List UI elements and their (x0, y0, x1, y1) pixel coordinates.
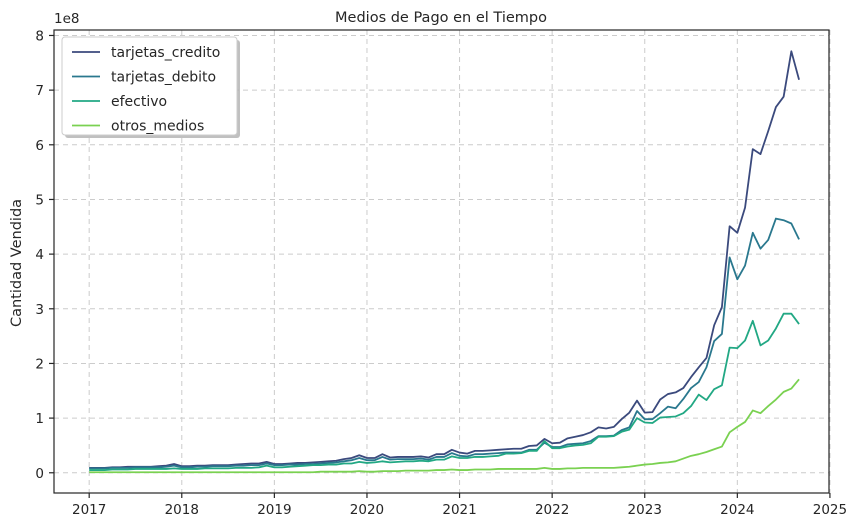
legend-label: tarjetas_credito (111, 45, 220, 61)
series-line-efectivo (89, 312, 800, 471)
y-offset-label: 1e8 (54, 11, 79, 27)
x-tick-label: 2020 (350, 502, 384, 518)
y-tick-label: 3 (35, 302, 44, 318)
y-tick-label: 8 (35, 28, 44, 44)
grid (54, 30, 831, 493)
y-tick-label: 1 (35, 411, 44, 427)
legend-label: otros_medios (111, 119, 204, 135)
x-tick-label: 2019 (257, 502, 291, 518)
x-tick-label: 2022 (535, 502, 569, 518)
series-line-otros-medios (89, 378, 800, 474)
x-tick-label: 2017 (72, 502, 106, 518)
y-tick-label: 5 (35, 192, 44, 208)
legend-label: tarjetas_debito (111, 70, 216, 86)
x-tick-label: 2025 (813, 502, 847, 518)
x-tick-label: 2023 (628, 502, 662, 518)
y-tick-label: 0 (35, 466, 44, 482)
x-tick-label: 2024 (720, 502, 754, 518)
y-tick-label: 6 (35, 138, 44, 154)
series-line-tarjetas-credito (89, 50, 800, 469)
x-tick-label: 2018 (165, 502, 199, 518)
legend-label: efectivo (111, 94, 167, 110)
y-tick-label: 7 (35, 83, 44, 99)
series-line-tarjetas-debito (89, 217, 800, 470)
chart-title: Medios de Pago en el Tiempo (335, 10, 547, 26)
legend: tarjetas_credito tarjetas_debito efectivo o… (61, 36, 240, 138)
legend-box (61, 36, 238, 136)
plot-frame (53, 29, 830, 494)
series-lines (89, 50, 800, 474)
axes: 2017 2018 2019 2020 2021 2022 2023 2024 2025 0 1 2 3… (35, 28, 847, 518)
y-tick-label: 4 (35, 247, 44, 263)
y-axis-label: Cantidad Vendida (9, 199, 25, 327)
x-tick-label: 2021 (442, 502, 476, 518)
y-tick-label: 2 (35, 356, 44, 372)
